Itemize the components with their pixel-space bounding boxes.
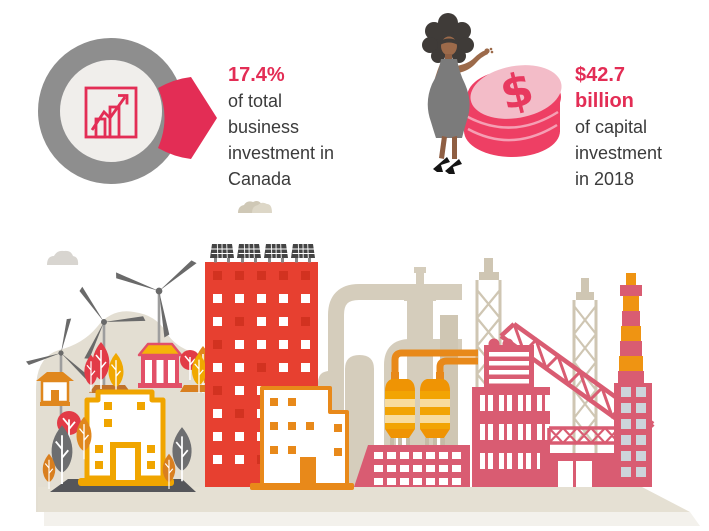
striped-smokestack bbox=[618, 273, 644, 385]
stat-value: $42.7 bbox=[575, 64, 626, 86]
stat-business-investment: 17.4% of total business investment in Ca… bbox=[228, 62, 334, 192]
stat-text-line: of capital bbox=[575, 117, 648, 137]
cloud bbox=[47, 250, 79, 265]
coin-stack: $ bbox=[464, 61, 562, 157]
stat-text-line: investment bbox=[575, 143, 663, 163]
stat-text-line: Canada bbox=[228, 169, 292, 189]
leg bbox=[452, 136, 457, 159]
growth-chart-icon bbox=[84, 86, 138, 139]
stat-value: 17.4% bbox=[228, 64, 285, 86]
cityscape-illustration bbox=[24, 201, 700, 526]
trees-right-of-bank bbox=[179, 349, 213, 394]
high-heel-shoe bbox=[445, 159, 462, 174]
factory-tower bbox=[614, 383, 652, 487]
pointer-arrow bbox=[158, 77, 217, 159]
businesswoman-figure bbox=[422, 13, 494, 174]
stat-text-line: business bbox=[228, 117, 300, 137]
pink-factory bbox=[354, 445, 470, 487]
office-windows bbox=[270, 398, 342, 483]
yellow-civic-building bbox=[78, 389, 174, 486]
leg bbox=[439, 136, 447, 159]
office-building bbox=[250, 386, 354, 490]
dress bbox=[427, 59, 470, 138]
high-heel-shoe bbox=[433, 157, 450, 172]
arm-extended bbox=[456, 50, 488, 73]
bank-building bbox=[137, 342, 183, 388]
small-house bbox=[36, 372, 74, 406]
storage-hoppers bbox=[385, 372, 450, 449]
stat-text-line: of total bbox=[228, 91, 283, 111]
cloud bbox=[238, 201, 272, 213]
stat-text-line: investment in bbox=[228, 143, 335, 163]
solar-panels bbox=[209, 243, 316, 263]
stat-text-line: in 2018 bbox=[575, 169, 635, 189]
ground bbox=[38, 487, 700, 526]
growth-stat-icon bbox=[38, 38, 217, 184]
hopper-pipes bbox=[391, 349, 478, 382]
capital-stat-illustration: $ bbox=[422, 13, 562, 174]
stat-capital-investment: $42.7 billion of capital investment in 2… bbox=[575, 62, 662, 192]
plant-building bbox=[472, 338, 550, 487]
stat-value-unit: billion bbox=[575, 90, 634, 112]
